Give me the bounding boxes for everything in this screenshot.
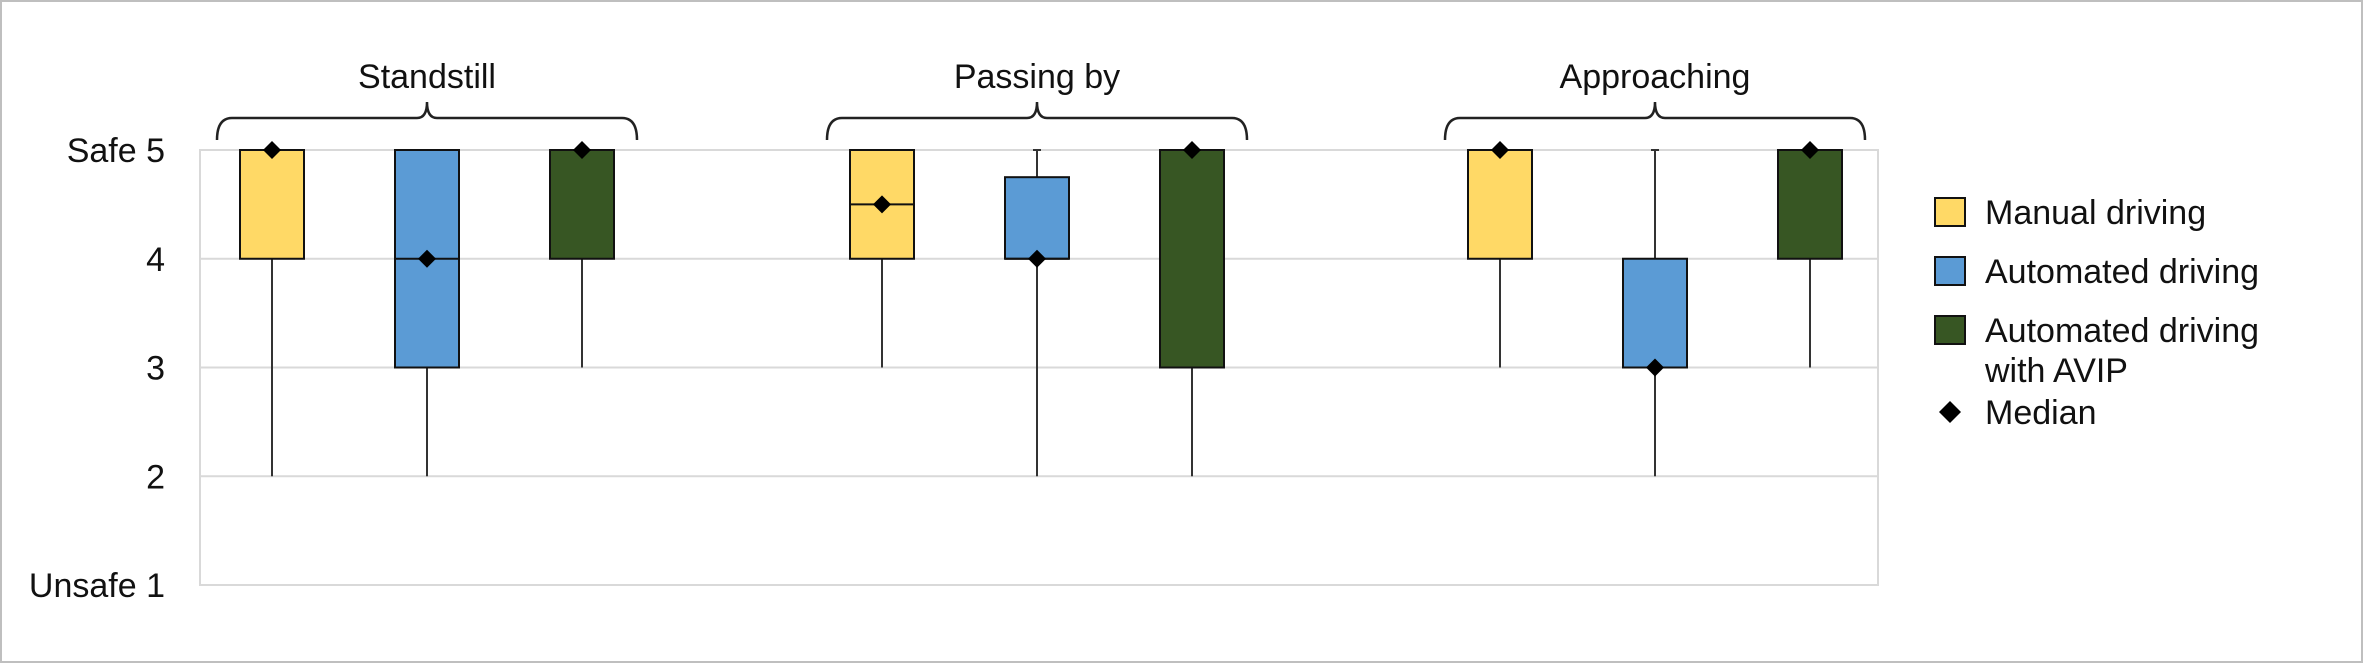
group-bracket xyxy=(1443,101,1867,141)
group-bracket xyxy=(825,101,1249,141)
y-tick-label: 4 xyxy=(146,241,165,279)
group-label: Standstill xyxy=(358,58,496,96)
median-marker xyxy=(263,141,281,159)
legend-label: with AVIP xyxy=(1984,352,2128,390)
legend-label: Automated driving xyxy=(1985,253,2259,291)
y-tick-label: 3 xyxy=(146,350,165,388)
box[interactable] xyxy=(1004,176,1070,260)
y-tick-label: 2 xyxy=(146,458,165,496)
median-marker xyxy=(573,141,591,159)
legend-swatch xyxy=(1934,315,1966,345)
box[interactable] xyxy=(239,149,305,260)
group-bracket xyxy=(215,101,639,141)
box[interactable] xyxy=(549,149,615,260)
legend-swatch xyxy=(1934,256,1966,286)
legend-label: Manual driving xyxy=(1985,194,2206,232)
y-tick-label: Safe 5 xyxy=(67,132,165,170)
box[interactable] xyxy=(1777,149,1843,260)
box[interactable] xyxy=(1159,149,1225,369)
group-label: Passing by xyxy=(954,58,1120,96)
box[interactable] xyxy=(1622,257,1688,369)
group-label: Approaching xyxy=(1560,58,1751,96)
median-marker xyxy=(418,249,436,268)
legend-swatch xyxy=(1934,197,1966,227)
median-marker xyxy=(1801,141,1819,159)
median-marker xyxy=(1646,358,1664,377)
median-marker xyxy=(1028,249,1046,268)
legend-label: Median xyxy=(1985,394,2097,432)
median-marker xyxy=(1491,141,1509,159)
box[interactable] xyxy=(1467,149,1533,260)
legend-label: Automated driving xyxy=(1985,312,2259,350)
legend-median-marker xyxy=(1939,401,1961,423)
y-tick-label: Unsafe 1 xyxy=(29,567,165,605)
median-marker xyxy=(1183,141,1201,159)
median-marker xyxy=(873,195,891,214)
